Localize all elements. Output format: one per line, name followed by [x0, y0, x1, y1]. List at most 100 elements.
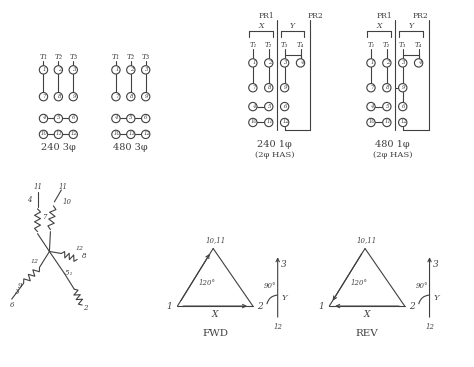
Circle shape	[383, 118, 391, 127]
Text: 12: 12	[401, 120, 407, 124]
Text: 7: 7	[42, 213, 47, 221]
Text: Y: Y	[290, 22, 295, 30]
Circle shape	[249, 102, 257, 111]
Text: 1: 1	[319, 302, 324, 310]
Text: 240 1φ: 240 1φ	[257, 140, 292, 149]
Text: 6: 6	[284, 103, 287, 109]
Circle shape	[383, 102, 391, 111]
Text: 8: 8	[58, 94, 61, 99]
Circle shape	[399, 118, 407, 127]
Text: 9: 9	[18, 282, 22, 290]
Circle shape	[112, 130, 120, 139]
Text: T₂: T₂	[55, 53, 63, 61]
Text: 90°: 90°	[264, 282, 276, 290]
Circle shape	[249, 118, 257, 127]
Text: 4: 4	[42, 116, 45, 120]
Circle shape	[264, 102, 273, 111]
Text: T₃: T₃	[142, 53, 150, 61]
Circle shape	[399, 102, 407, 111]
Text: ₂: ₂	[70, 271, 73, 276]
Text: 6: 6	[144, 116, 147, 120]
Circle shape	[281, 59, 289, 67]
Text: 12: 12	[273, 323, 282, 331]
Circle shape	[281, 118, 289, 127]
Text: 12: 12	[30, 259, 38, 264]
Text: 2: 2	[268, 60, 272, 65]
Text: 4: 4	[418, 60, 421, 65]
Text: 2: 2	[58, 67, 61, 72]
Circle shape	[367, 59, 375, 67]
Text: Y: Y	[282, 294, 287, 302]
Circle shape	[112, 92, 120, 101]
Text: T₃: T₃	[281, 41, 288, 49]
Circle shape	[54, 130, 63, 139]
Circle shape	[249, 84, 257, 92]
Text: 8: 8	[82, 252, 86, 261]
Text: 10: 10	[113, 131, 120, 137]
Text: 11: 11	[33, 183, 42, 191]
Text: 10: 10	[41, 131, 48, 137]
Circle shape	[69, 130, 77, 139]
Text: 5: 5	[268, 103, 272, 109]
Text: PR2: PR2	[308, 12, 323, 20]
Circle shape	[281, 102, 289, 111]
Text: 2: 2	[409, 302, 415, 310]
Circle shape	[414, 59, 423, 67]
Text: 7: 7	[370, 85, 374, 90]
Text: 11: 11	[384, 120, 391, 124]
Text: (2φ HAS): (2φ HAS)	[373, 151, 412, 159]
Text: X: X	[364, 309, 370, 319]
Circle shape	[249, 59, 257, 67]
Text: 12: 12	[75, 246, 83, 251]
Text: 12: 12	[71, 131, 78, 137]
Text: 8: 8	[268, 85, 272, 90]
Text: 3: 3	[433, 260, 438, 269]
Text: 2: 2	[257, 302, 263, 310]
Text: 11: 11	[128, 131, 135, 137]
Circle shape	[264, 84, 273, 92]
Text: 480 3φ: 480 3φ	[113, 143, 148, 152]
Text: T₃: T₃	[69, 53, 77, 61]
Text: 4: 4	[370, 103, 374, 109]
Text: 9: 9	[73, 94, 76, 99]
Circle shape	[383, 84, 391, 92]
Circle shape	[127, 130, 135, 139]
Text: 7: 7	[252, 85, 255, 90]
Text: X: X	[212, 309, 219, 319]
Text: 3: 3	[281, 260, 286, 269]
Text: 10,11: 10,11	[357, 237, 377, 244]
Circle shape	[142, 66, 150, 74]
Text: 6: 6	[402, 103, 405, 109]
Text: 11: 11	[266, 120, 273, 124]
Text: 120°: 120°	[199, 279, 216, 287]
Text: T₁: T₁	[39, 53, 47, 61]
Text: 10: 10	[63, 198, 72, 206]
Text: T₃: T₃	[399, 41, 406, 49]
Text: REV: REV	[356, 329, 378, 338]
Text: T₁: T₁	[112, 53, 120, 61]
Text: 9: 9	[402, 85, 405, 90]
Text: 4: 4	[114, 116, 118, 120]
Text: 4: 4	[27, 196, 32, 204]
Text: 4: 4	[300, 60, 303, 65]
Circle shape	[383, 59, 391, 67]
Circle shape	[367, 118, 375, 127]
Text: PR2: PR2	[413, 12, 428, 20]
Circle shape	[54, 92, 63, 101]
Text: 2: 2	[130, 67, 134, 72]
Text: 5: 5	[65, 269, 70, 277]
Text: 1: 1	[43, 67, 46, 72]
Text: 2: 2	[83, 304, 87, 312]
Text: PR1: PR1	[377, 12, 393, 20]
Text: 1: 1	[252, 60, 255, 65]
Text: FWD: FWD	[202, 329, 228, 338]
Circle shape	[264, 59, 273, 67]
Circle shape	[367, 102, 375, 111]
Text: 8: 8	[386, 85, 390, 90]
Text: 11: 11	[59, 183, 68, 191]
Circle shape	[39, 66, 48, 74]
Text: 9: 9	[145, 94, 148, 99]
Text: 5: 5	[56, 116, 60, 120]
Text: 7: 7	[115, 94, 118, 99]
Circle shape	[39, 130, 48, 139]
